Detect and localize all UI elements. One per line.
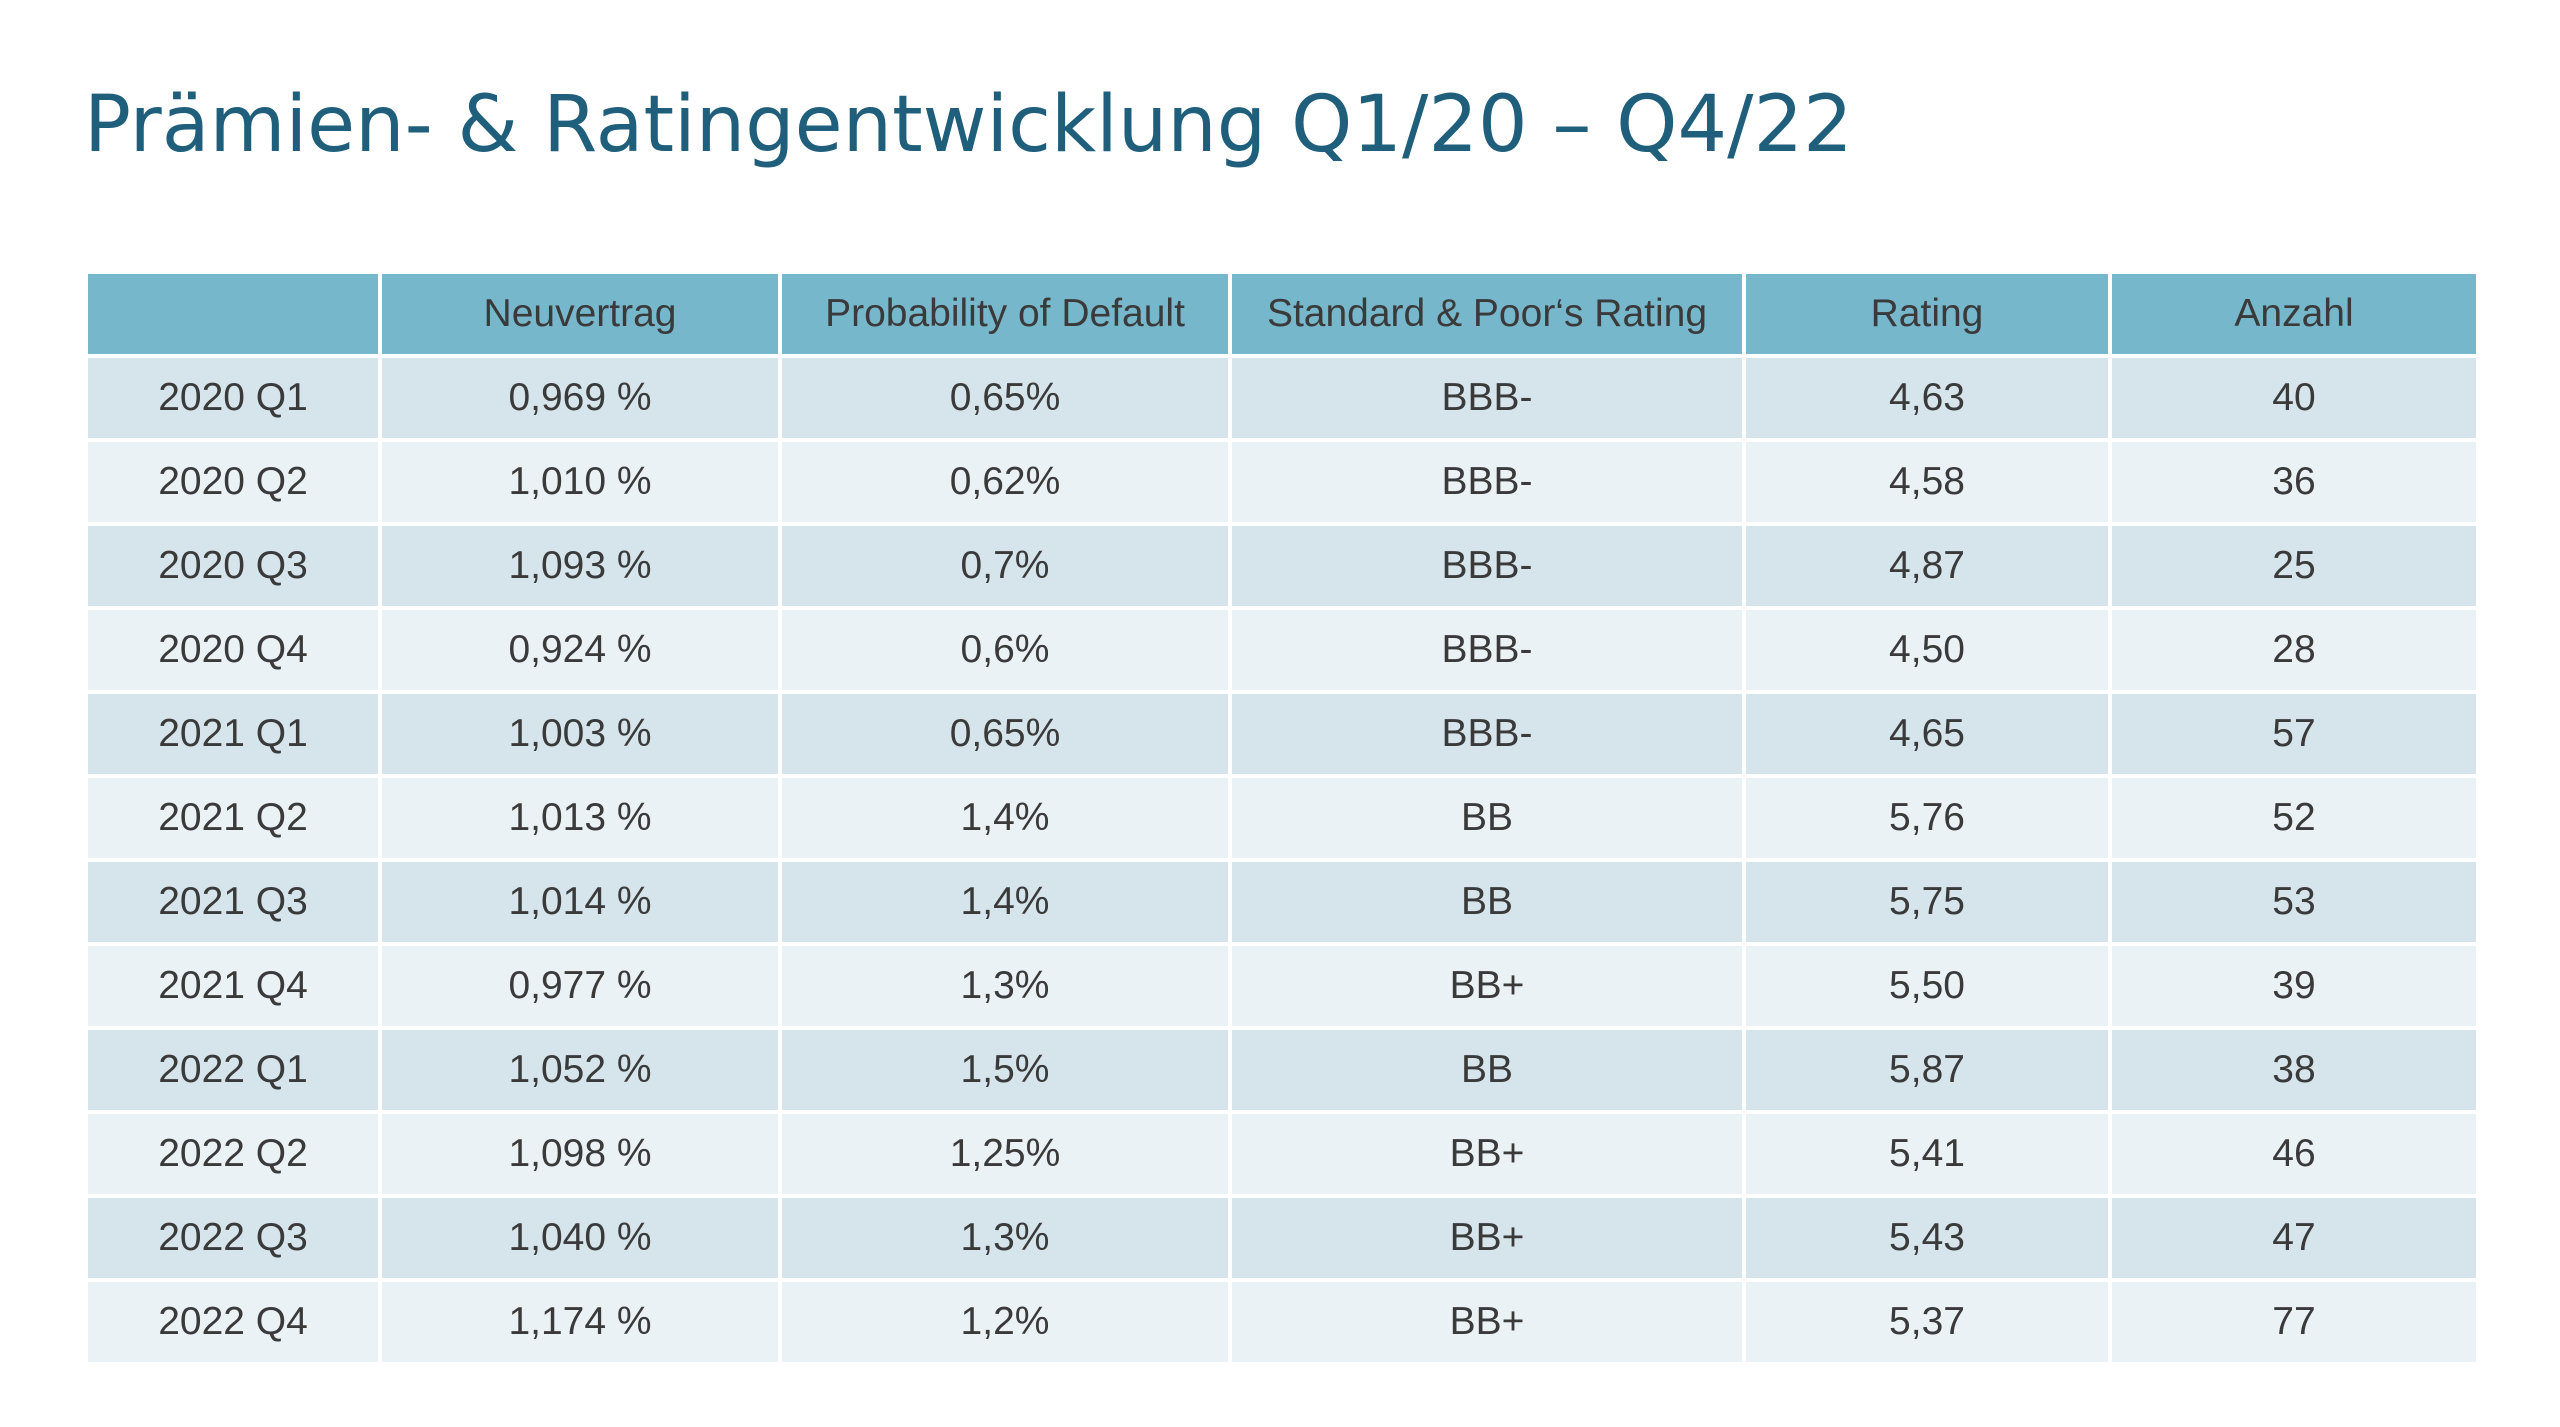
cell-probability-of-default: 0,6%: [778, 606, 1232, 694]
table-row: 2022 Q2 1,098 % 1,25% BB+ 5,41 46: [84, 1110, 2480, 1198]
table-row: 2022 Q1 1,052 % 1,5% BB 5,87 38: [84, 1026, 2480, 1114]
cell-period: 2022 Q1: [84, 1026, 382, 1114]
table-row: 2020 Q4 0,924 % 0,6% BBB- 4,50 28: [84, 606, 2480, 694]
header-cell-probability-of-default: Probability of Default: [778, 270, 1232, 358]
page-title: Prämien- & Ratingentwicklung Q1/20 – Q4/…: [84, 80, 1853, 170]
cell-anzahl: 25: [2108, 522, 2480, 610]
cell-rating: 5,75: [1742, 858, 2112, 946]
cell-period: 2022 Q2: [84, 1110, 382, 1198]
cell-anzahl: 46: [2108, 1110, 2480, 1198]
cell-neuvertrag: 1,093 %: [378, 522, 782, 610]
cell-anzahl: 57: [2108, 690, 2480, 778]
cell-rating: 5,41: [1742, 1110, 2112, 1198]
cell-neuvertrag: 0,924 %: [378, 606, 782, 694]
cell-anzahl: 52: [2108, 774, 2480, 862]
cell-probability-of-default: 1,3%: [778, 1194, 1232, 1282]
cell-sp-rating: BB+: [1228, 1194, 1746, 1282]
cell-neuvertrag: 1,052 %: [378, 1026, 782, 1114]
cell-rating: 5,43: [1742, 1194, 2112, 1282]
header-cell-sp-rating: Standard & Poor‘s Rating: [1228, 270, 1746, 358]
premium-rating-table: Neuvertrag Probability of Default Standa…: [84, 270, 2480, 1366]
cell-anzahl: 47: [2108, 1194, 2480, 1282]
table-row: 2021 Q3 1,014 % 1,4% BB 5,75 53: [84, 858, 2480, 946]
cell-neuvertrag: 1,013 %: [378, 774, 782, 862]
cell-probability-of-default: 0,7%: [778, 522, 1232, 610]
cell-probability-of-default: 0,62%: [778, 438, 1232, 526]
table-body: 2020 Q1 0,969 % 0,65% BBB- 4,63 40 2020 Q2 1,01…: [84, 354, 2480, 1366]
header-cell-period: [84, 270, 382, 358]
cell-sp-rating: BBB-: [1228, 606, 1746, 694]
cell-period: 2021 Q2: [84, 774, 382, 862]
table-row: 2021 Q1 1,003 % 0,65% BBB- 4,65 57: [84, 690, 2480, 778]
cell-period: 2020 Q1: [84, 354, 382, 442]
cell-rating: 5,37: [1742, 1278, 2112, 1366]
cell-rating: 4,65: [1742, 690, 2112, 778]
cell-rating: 4,87: [1742, 522, 2112, 610]
cell-probability-of-default: 0,65%: [778, 354, 1232, 442]
cell-period: 2020 Q4: [84, 606, 382, 694]
table-row: 2022 Q4 1,174 % 1,2% BB+ 5,37 77: [84, 1278, 2480, 1366]
cell-anzahl: 53: [2108, 858, 2480, 946]
header-cell-neuvertrag: Neuvertrag: [378, 270, 782, 358]
cell-neuvertrag: 0,969 %: [378, 354, 782, 442]
cell-neuvertrag: 1,098 %: [378, 1110, 782, 1198]
cell-period: 2021 Q4: [84, 942, 382, 1030]
cell-period: 2022 Q3: [84, 1194, 382, 1282]
cell-rating: 4,50: [1742, 606, 2112, 694]
cell-probability-of-default: 1,3%: [778, 942, 1232, 1030]
cell-sp-rating: BB: [1228, 1026, 1746, 1114]
cell-sp-rating: BBB-: [1228, 690, 1746, 778]
cell-anzahl: 40: [2108, 354, 2480, 442]
cell-probability-of-default: 0,65%: [778, 690, 1232, 778]
cell-probability-of-default: 1,25%: [778, 1110, 1232, 1198]
cell-neuvertrag: 1,014 %: [378, 858, 782, 946]
cell-anzahl: 39: [2108, 942, 2480, 1030]
cell-neuvertrag: 1,174 %: [378, 1278, 782, 1366]
header-cell-rating: Rating: [1742, 270, 2112, 358]
cell-neuvertrag: 1,040 %: [378, 1194, 782, 1282]
table-row: 2022 Q3 1,040 % 1,3% BB+ 5,43 47: [84, 1194, 2480, 1282]
cell-rating: 4,58: [1742, 438, 2112, 526]
cell-probability-of-default: 1,5%: [778, 1026, 1232, 1114]
cell-probability-of-default: 1,4%: [778, 858, 1232, 946]
cell-probability-of-default: 1,4%: [778, 774, 1232, 862]
cell-rating: 5,50: [1742, 942, 2112, 1030]
cell-sp-rating: BBB-: [1228, 354, 1746, 442]
cell-period: 2022 Q4: [84, 1278, 382, 1366]
table-row: 2020 Q2 1,010 % 0,62% BBB- 4,58 36: [84, 438, 2480, 526]
cell-period: 2020 Q2: [84, 438, 382, 526]
cell-anzahl: 28: [2108, 606, 2480, 694]
cell-neuvertrag: 0,977 %: [378, 942, 782, 1030]
cell-rating: 4,63: [1742, 354, 2112, 442]
table-header-row: Neuvertrag Probability of Default Standa…: [84, 270, 2480, 358]
cell-period: 2021 Q1: [84, 690, 382, 778]
cell-sp-rating: BB+: [1228, 1110, 1746, 1198]
cell-neuvertrag: 1,003 %: [378, 690, 782, 778]
cell-sp-rating: BB: [1228, 858, 1746, 946]
cell-neuvertrag: 1,010 %: [378, 438, 782, 526]
cell-sp-rating: BB+: [1228, 1278, 1746, 1366]
cell-anzahl: 36: [2108, 438, 2480, 526]
table-row: 2020 Q1 0,969 % 0,65% BBB- 4,63 40: [84, 354, 2480, 442]
cell-anzahl: 38: [2108, 1026, 2480, 1114]
cell-sp-rating: BBB-: [1228, 522, 1746, 610]
header-cell-anzahl: Anzahl: [2108, 270, 2480, 358]
table-row: 2021 Q2 1,013 % 1,4% BB 5,76 52: [84, 774, 2480, 862]
cell-sp-rating: BB: [1228, 774, 1746, 862]
table-row: 2020 Q3 1,093 % 0,7% BBB- 4,87 25: [84, 522, 2480, 610]
cell-rating: 5,87: [1742, 1026, 2112, 1114]
table-row: 2021 Q4 0,977 % 1,3% BB+ 5,50 39: [84, 942, 2480, 1030]
cell-period: 2020 Q3: [84, 522, 382, 610]
cell-probability-of-default: 1,2%: [778, 1278, 1232, 1366]
cell-period: 2021 Q3: [84, 858, 382, 946]
cell-anzahl: 77: [2108, 1278, 2480, 1366]
cell-rating: 5,76: [1742, 774, 2112, 862]
cell-sp-rating: BBB-: [1228, 438, 1746, 526]
cell-sp-rating: BB+: [1228, 942, 1746, 1030]
